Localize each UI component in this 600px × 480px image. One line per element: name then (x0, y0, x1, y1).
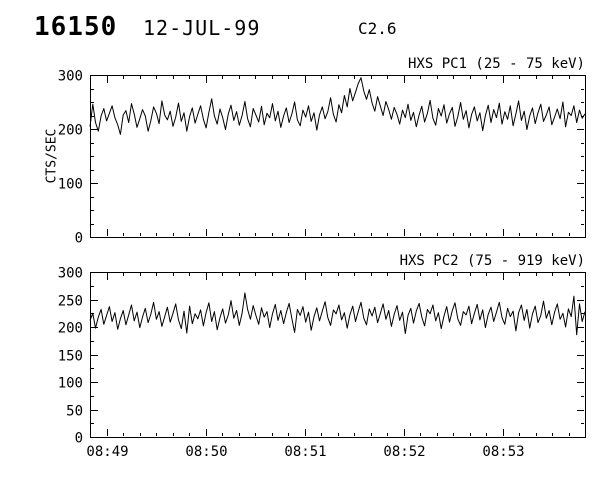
svg-text:0: 0 (75, 431, 83, 447)
panel-title-pc1: HXS PC1 (25 - 75 keV) (407, 56, 585, 72)
pc2-panel: 0 50 100 150 200 250 300 08:49 08:50 08:51 08:52 08… (58, 266, 586, 460)
panel-title-pc2: HXS PC2 (75 - 919 keV) (399, 253, 585, 269)
goes-class: C2.6 (358, 19, 397, 38)
svg-text:300: 300 (58, 69, 83, 85)
event-date: 12-JUL-99 (143, 16, 261, 40)
svg-text:200: 200 (58, 321, 83, 337)
svg-text:200: 200 (58, 123, 83, 139)
event-number: 16150 (34, 12, 118, 42)
svg-text:150: 150 (58, 349, 83, 365)
svg-text:08:53: 08:53 (482, 444, 524, 460)
svg-text:100: 100 (58, 376, 83, 392)
svg-text:08:51: 08:51 (284, 444, 326, 460)
svg-text:250: 250 (58, 294, 83, 310)
svg-text:08:50: 08:50 (185, 444, 227, 460)
pc1-panel: 0 100 200 300 (58, 69, 586, 247)
svg-text:100: 100 (58, 177, 83, 193)
svg-text:08:52: 08:52 (383, 444, 425, 460)
svg-text:0: 0 (75, 231, 83, 247)
svg-text:300: 300 (58, 266, 83, 282)
svg-text:08:49: 08:49 (86, 444, 128, 460)
svg-text:50: 50 (66, 404, 83, 420)
